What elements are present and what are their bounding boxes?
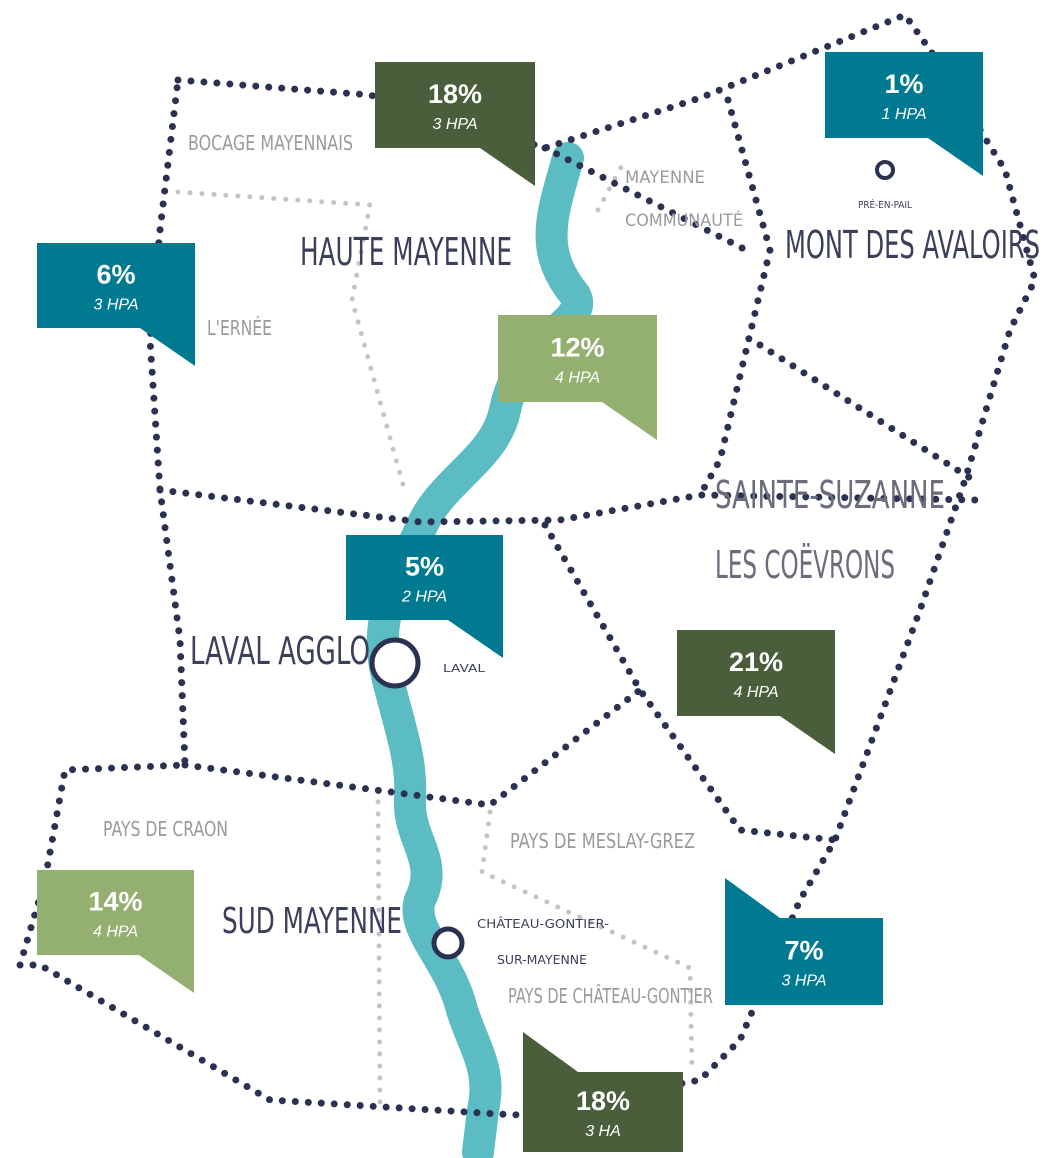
region-label: PAYS DE CHÂTEAU-GONTIER [508, 984, 713, 1008]
callout: 7% 3 HPA [725, 878, 883, 1005]
callout-box [37, 243, 195, 328]
callout-note: 4 HPA [733, 684, 778, 701]
callout-tail [448, 620, 503, 658]
region-label: L'ERNÉE [207, 316, 272, 340]
region-label: LAVAL AGGLO [190, 629, 370, 673]
region-border [541, 144, 754, 256]
region-label: PRÉ-EN-PAIL [858, 198, 912, 211]
labels: BOCAGE MAYENNAIS MAYENNE COMMUNAUTÉ HAUTE M… [103, 131, 1040, 1008]
callout-tail [928, 138, 983, 176]
callout-box [825, 52, 983, 138]
callout-value: 12% [550, 333, 604, 363]
callout-box [677, 630, 835, 716]
callout-note: 3 HPA [781, 973, 826, 990]
region-label: HAUTE MAYENNE [300, 230, 512, 274]
callout-tail [602, 402, 657, 440]
subregion-border [595, 157, 628, 213]
callout-tail [140, 328, 195, 366]
callout-value: 5% [405, 552, 444, 582]
callout-tail [139, 955, 194, 993]
callout: 14% 4 HPA [37, 870, 194, 993]
callout-note: 3 HPA [432, 116, 477, 133]
region-label: LES COËVRONS [715, 543, 895, 587]
region-label: CHÂTEAU-GONTIER- [477, 916, 609, 931]
region-label: COMMUNAUTÉ [625, 209, 743, 231]
gray-borders [175, 157, 695, 1113]
region-label: MAYENNE [625, 168, 705, 188]
region-border [696, 96, 774, 499]
callouts: 18% 3 HPA 1% 1 HPA 6% 3 HPA 12% 4 HPA 5% 2 HPA 21%… [37, 52, 983, 1152]
town-marker [431, 926, 465, 960]
region-label: PAYS DE MESLAY-GREZ [510, 829, 695, 853]
callout: 18% 3 HPA [375, 62, 535, 186]
callout: 5% 2 HPA [346, 535, 503, 658]
callout-box [346, 535, 503, 620]
region-label: MONT DES AVALOIRS [785, 223, 1040, 267]
callout-value: 6% [96, 260, 135, 290]
callout-value: 18% [428, 79, 482, 109]
callout-tail [725, 878, 780, 918]
region-label: SUD MAYENNE [222, 901, 402, 942]
region-border [181, 686, 644, 809]
callout-note: 3 HA [585, 1123, 621, 1140]
department-border [16, 11, 1039, 1119]
callout-note: 2 HPA [401, 589, 447, 606]
callout-box [375, 62, 535, 148]
town-marker [875, 160, 895, 180]
callout-tail [780, 716, 835, 754]
callout-value: 14% [88, 887, 142, 917]
callout: 6% 3 HPA [37, 243, 195, 366]
region-label: SUR-MAYENNE [497, 953, 587, 967]
callout-box [523, 1072, 683, 1152]
callout-note: 1 HPA [881, 106, 926, 123]
region-border [156, 486, 979, 526]
callout-value: 18% [576, 1086, 630, 1116]
callout-box [37, 870, 194, 955]
callout-tail [523, 1032, 578, 1072]
subregion-border [375, 787, 383, 1113]
region-label: BOCAGE MAYENNAIS [188, 131, 353, 155]
callout-note: 3 HPA [93, 297, 138, 314]
subregion-border [175, 189, 408, 495]
town-marker [369, 637, 421, 689]
region-border [541, 521, 839, 844]
region-label: SAINTE-SUZANNE [715, 473, 945, 517]
region-border [756, 341, 974, 482]
callout: 12% 4 HPA [498, 315, 657, 440]
callout: 21% 4 HPA [677, 630, 835, 754]
callout-value: 1% [884, 69, 923, 99]
callout-note: 4 HPA [93, 924, 138, 941]
callout-value: 21% [729, 647, 783, 677]
callout: 1% 1 HPA [825, 52, 983, 176]
callout-box [725, 918, 883, 1005]
borders [16, 11, 1039, 1119]
callout: 18% 3 HA [523, 1032, 683, 1152]
region-label: PAYS DE CRAON [103, 817, 228, 841]
callout-value: 7% [784, 936, 823, 966]
callout-box [498, 315, 657, 402]
region-label: LAVAL [443, 662, 486, 675]
callout-tail [480, 148, 535, 186]
callout-note: 4 HPA [555, 370, 600, 387]
